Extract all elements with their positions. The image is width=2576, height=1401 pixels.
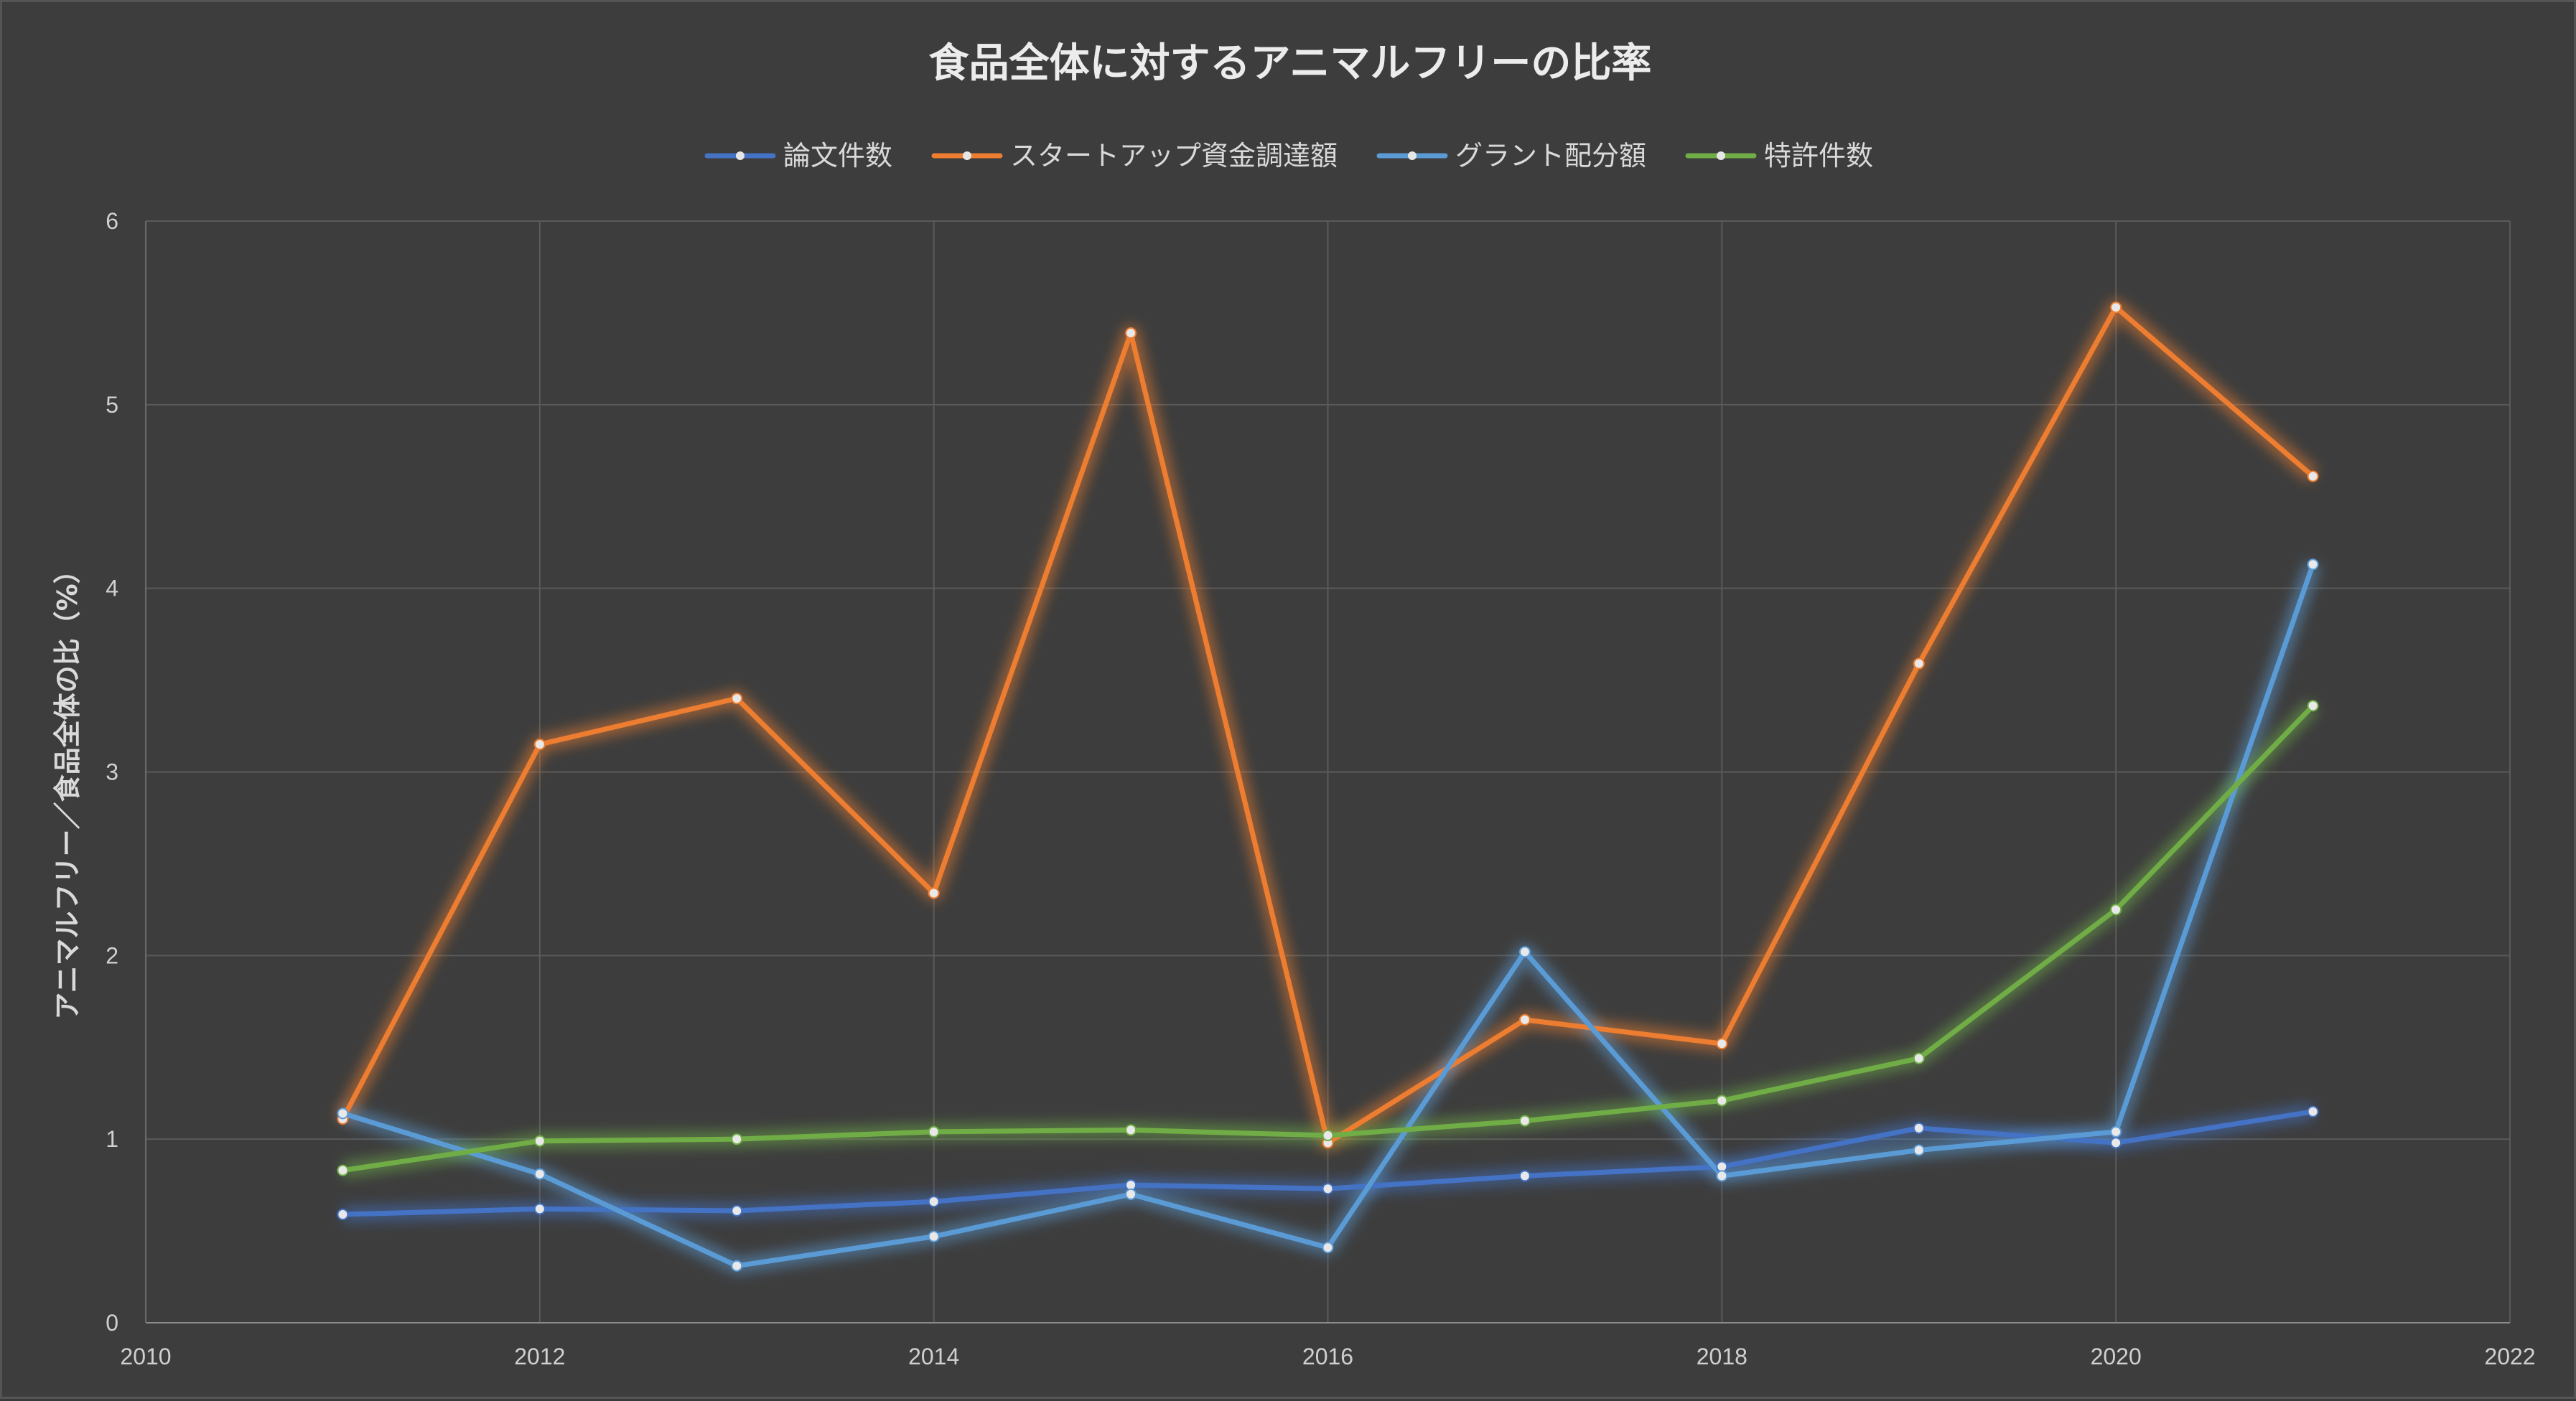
data-point: [2110, 1137, 2122, 1149]
y-tick-label: 0: [106, 1310, 118, 1336]
data-point: [1322, 1130, 1334, 1142]
data-point: [2307, 558, 2319, 571]
data-point: [928, 1196, 940, 1208]
data-point: [928, 1230, 940, 1242]
data-point: [2110, 301, 2122, 314]
data-point: [731, 693, 743, 705]
data-point: [1913, 1052, 1925, 1064]
chart-legend: 論文件数 スタートアップ資金調達額 グラント配分額 特許件数: [704, 140, 1873, 172]
data-point: [2307, 1105, 2319, 1117]
data-point: [337, 1164, 349, 1176]
y-axis-label: アニマルフリー／食品全体の比（%）: [52, 556, 83, 1019]
legend-label: 論文件数: [783, 140, 892, 172]
x-tick-label: 2020: [2091, 1344, 2142, 1369]
legend-item: グラント配分額: [1376, 140, 1646, 172]
legend-item: 論文件数: [704, 140, 892, 172]
data-point: [533, 1135, 546, 1147]
data-point: [533, 1168, 546, 1180]
data-point: [1913, 657, 1925, 670]
data-point: [2307, 470, 2319, 482]
data-point: [1716, 1095, 1728, 1107]
data-point: [1716, 1038, 1728, 1050]
data-point: [1125, 327, 1137, 339]
data-point: [1125, 1124, 1137, 1136]
data-point: [928, 1125, 940, 1138]
y-tick-label: 1: [106, 1126, 118, 1152]
legend-swatch-marker: [1408, 151, 1417, 160]
legend-label: グラント配分額: [1455, 140, 1646, 172]
x-tick-label: 2012: [514, 1344, 565, 1369]
data-point: [1518, 1013, 1531, 1026]
x-tick-label: 2016: [1302, 1344, 1353, 1369]
data-point: [1125, 1188, 1137, 1200]
y-tick-label: 3: [106, 759, 118, 785]
legend-label: 特許件数: [1764, 140, 1873, 172]
data-point: [731, 1204, 743, 1217]
data-point: [337, 1209, 349, 1221]
y-tick-label: 6: [106, 208, 118, 234]
data-point: [1518, 1115, 1531, 1127]
legend-item: スタートアップ資金調達額: [931, 140, 1338, 172]
x-tick-label: 2014: [908, 1344, 959, 1369]
x-tick-label: 2010: [120, 1344, 171, 1369]
legend-item: 特許件数: [1685, 140, 1873, 172]
legend-swatch-marker: [1717, 151, 1726, 160]
y-tick-label: 2: [106, 942, 118, 968]
x-tick-label: 2022: [2484, 1344, 2535, 1369]
data-point: [1716, 1170, 1728, 1182]
axes: [145, 221, 2510, 1323]
data-point: [533, 1203, 546, 1215]
data-point: [1518, 946, 1531, 958]
legend-swatch-marker: [735, 151, 745, 160]
data-point: [928, 887, 940, 899]
data-point: [533, 739, 546, 751]
y-axis-ticks: 0 1 2 3 4 5 6: [106, 208, 118, 1336]
data-point: [337, 1107, 349, 1120]
data-point: [2307, 700, 2319, 712]
y-tick-label: 4: [106, 576, 118, 601]
y-tick-label: 5: [106, 392, 118, 418]
series-points-layer: [337, 301, 2319, 1272]
x-axis-ticks: 2010 2012 2014 2016 2018 2020 2022: [120, 1344, 2535, 1369]
data-point: [731, 1133, 743, 1145]
chart-title: 食品全体に対するアニマルフリーの比率: [929, 40, 1652, 87]
data-point: [1518, 1170, 1531, 1182]
data-point: [1913, 1122, 1925, 1134]
data-point: [1322, 1183, 1334, 1195]
data-point: [731, 1260, 743, 1272]
legend-label: スタートアップ資金調達額: [1010, 140, 1338, 172]
legend-swatch-marker: [962, 151, 971, 160]
data-point: [1913, 1144, 1925, 1156]
data-point: [1322, 1242, 1334, 1254]
data-point: [2110, 1125, 2122, 1138]
x-tick-label: 2018: [1697, 1344, 1747, 1369]
data-point: [2110, 904, 2122, 916]
